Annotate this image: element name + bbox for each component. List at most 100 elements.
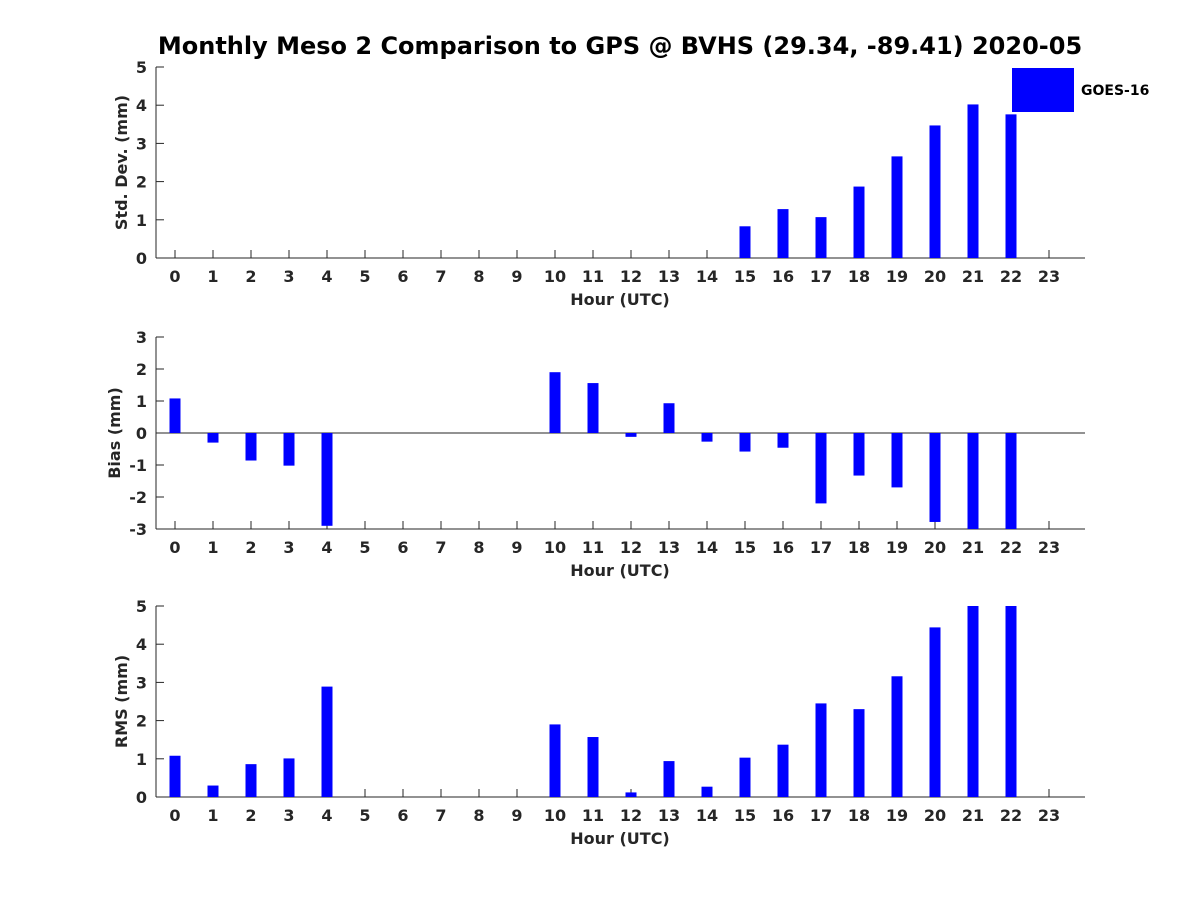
y-tick-label: 3 (136, 134, 147, 153)
x-tick-label: 6 (397, 267, 408, 286)
x-tick-label: 14 (696, 538, 718, 557)
figure-title: Monthly Meso 2 Comparison to GPS @ BVHS … (158, 32, 1082, 60)
x-tick-label: 18 (848, 806, 870, 825)
x-tick-label: 10 (544, 806, 566, 825)
bar (929, 627, 941, 797)
x-tick-label: 9 (511, 806, 522, 825)
bar (1005, 433, 1017, 529)
bar (853, 709, 865, 797)
bar (587, 383, 599, 433)
x-tick-label: 18 (848, 538, 870, 557)
bar (777, 209, 789, 258)
x-tick-label: 5 (359, 806, 370, 825)
x-tick-label: 23 (1038, 806, 1060, 825)
bar (929, 125, 941, 258)
bar (853, 433, 865, 476)
x-tick-label: 4 (321, 806, 332, 825)
legend-label-goes-16: GOES-16 (1081, 83, 1149, 99)
bar (777, 433, 789, 448)
bar (549, 372, 561, 433)
x-tick-label: 17 (810, 267, 832, 286)
y-tick-label: 0 (136, 788, 147, 807)
x-axis-label: Hour (UTC) (570, 829, 670, 848)
y-tick-label: 4 (136, 635, 147, 654)
x-tick-label: 0 (169, 267, 180, 286)
x-tick-label: 15 (734, 267, 756, 286)
x-tick-label: 1 (207, 538, 218, 557)
x-tick-label: 0 (169, 806, 180, 825)
bar (929, 433, 941, 522)
x-tick-label: 3 (283, 538, 294, 557)
y-axis-label: RMS (mm) (112, 655, 131, 748)
x-tick-label: 8 (473, 806, 484, 825)
bar (587, 737, 599, 797)
x-tick-label: 13 (658, 806, 680, 825)
bar (207, 785, 219, 797)
y-tick-label: -1 (129, 456, 147, 475)
bar (777, 744, 789, 797)
x-tick-label: 2 (245, 538, 256, 557)
bar (625, 433, 637, 437)
y-tick-label: 0 (136, 249, 147, 268)
x-tick-label: 12 (620, 538, 642, 557)
x-tick-label: 3 (283, 806, 294, 825)
x-tick-label: 15 (734, 538, 756, 557)
y-axis-label: Bias (mm) (105, 387, 124, 479)
bar (701, 786, 713, 797)
bar (245, 433, 257, 461)
x-tick-label: 2 (245, 267, 256, 286)
y-tick-label: 3 (136, 328, 147, 347)
bar (245, 764, 257, 797)
x-tick-label: 20 (924, 267, 946, 286)
x-tick-label: 7 (435, 538, 446, 557)
x-tick-label: 15 (734, 806, 756, 825)
x-tick-label: 17 (810, 806, 832, 825)
bar (701, 433, 713, 442)
x-tick-label: 9 (511, 267, 522, 286)
bar (663, 403, 675, 433)
x-axis-label: Hour (UTC) (570, 290, 670, 309)
x-tick-label: 7 (435, 806, 446, 825)
x-tick-label: 11 (582, 806, 604, 825)
y-tick-label: 5 (136, 597, 147, 616)
bar (967, 606, 979, 797)
x-tick-label: 17 (810, 538, 832, 557)
x-tick-label: 1 (207, 267, 218, 286)
bar (967, 104, 979, 258)
bar (853, 186, 865, 258)
x-tick-label: 18 (848, 267, 870, 286)
x-tick-label: 0 (169, 538, 180, 557)
x-tick-label: 23 (1038, 538, 1060, 557)
x-tick-label: 12 (620, 806, 642, 825)
x-tick-label: 11 (582, 538, 604, 557)
x-tick-label: 22 (1000, 267, 1022, 286)
y-tick-label: 4 (136, 96, 147, 115)
x-tick-label: 22 (1000, 538, 1022, 557)
bar (891, 156, 903, 258)
x-tick-label: 4 (321, 538, 332, 557)
x-tick-label: 7 (435, 267, 446, 286)
x-tick-label: 8 (473, 538, 484, 557)
x-tick-label: 19 (886, 538, 908, 557)
x-tick-label: 10 (544, 538, 566, 557)
bar (891, 433, 903, 488)
x-tick-label: 19 (886, 806, 908, 825)
x-tick-label: 3 (283, 267, 294, 286)
bar (739, 433, 751, 452)
bar (169, 755, 181, 797)
y-tick-label: 1 (136, 211, 147, 230)
bar (625, 792, 637, 797)
x-tick-label: 16 (772, 538, 794, 557)
bar (1005, 606, 1017, 797)
x-tick-label: 4 (321, 267, 332, 286)
x-tick-label: 6 (397, 538, 408, 557)
x-tick-label: 12 (620, 267, 642, 286)
bar (321, 433, 333, 526)
x-tick-label: 19 (886, 267, 908, 286)
bar (891, 676, 903, 797)
y-tick-label: 1 (136, 750, 147, 769)
bar (815, 217, 827, 258)
y-tick-label: 3 (136, 673, 147, 692)
